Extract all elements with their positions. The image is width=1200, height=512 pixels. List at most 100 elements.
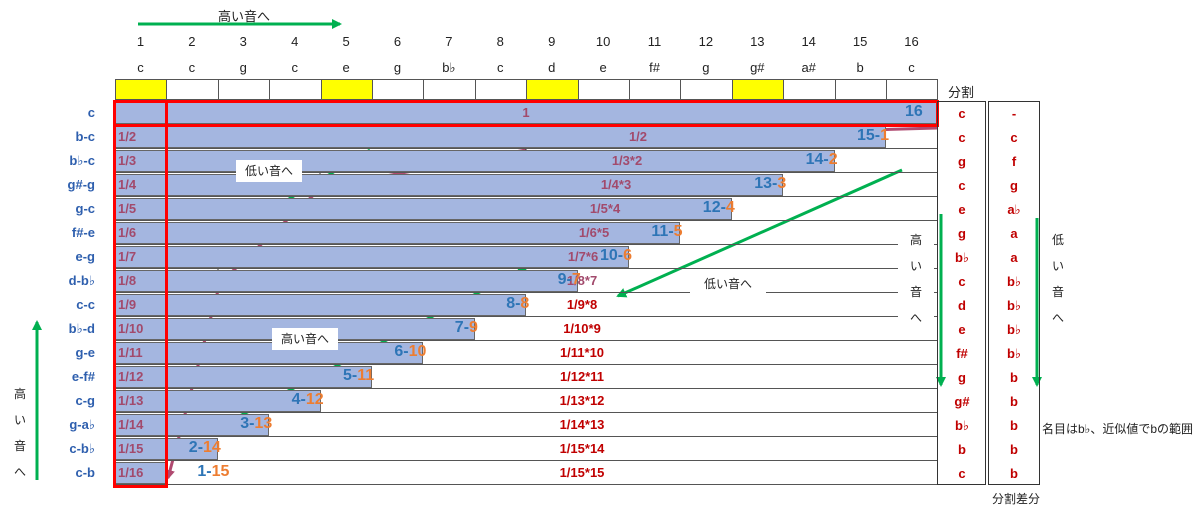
header-note: g# bbox=[750, 60, 765, 75]
callout-high-vertical-char: 高 bbox=[909, 233, 922, 247]
division-note: c bbox=[958, 106, 966, 121]
division-diff-note: a♭ bbox=[1007, 202, 1021, 217]
pair-label: 11-5 bbox=[651, 223, 683, 240]
header-note: e bbox=[599, 60, 607, 75]
ratio-bar bbox=[115, 294, 527, 316]
grid-row bbox=[115, 221, 938, 245]
row-fraction: 1/7 bbox=[118, 249, 137, 264]
header-cell bbox=[423, 79, 476, 100]
division-diff-note: b bbox=[1010, 466, 1018, 481]
header-cell-highlight bbox=[320, 79, 373, 100]
division-diff-note: b bbox=[1010, 394, 1018, 409]
header-cell bbox=[629, 79, 682, 100]
division-diff-note: g bbox=[1010, 178, 1018, 193]
grid-row bbox=[115, 389, 938, 413]
left-high-vertical-char: い bbox=[13, 413, 26, 427]
header-number: 12 bbox=[698, 34, 714, 49]
header-note: c bbox=[908, 60, 915, 75]
header-cell bbox=[577, 79, 630, 100]
callout-high-vertical-char: 音 bbox=[909, 285, 922, 299]
header-number: 3 bbox=[239, 34, 247, 49]
grid-row bbox=[115, 413, 938, 437]
row-label: b♭-c bbox=[69, 153, 95, 168]
division-note: g bbox=[958, 154, 966, 169]
grid-row bbox=[115, 245, 938, 269]
pair-label: 12-4 bbox=[702, 199, 735, 216]
header-number: 15 bbox=[852, 34, 868, 49]
header-note: c bbox=[188, 60, 196, 75]
header-number: 10 bbox=[595, 34, 611, 49]
header-note: d bbox=[548, 60, 556, 75]
row-formula: 1/10*9 bbox=[563, 321, 601, 336]
division-note: g bbox=[958, 370, 966, 385]
row-label: f#-e bbox=[71, 225, 95, 240]
pair-label: 15-1 bbox=[857, 127, 890, 144]
header-cell bbox=[886, 79, 939, 100]
division-diff-note: b bbox=[1010, 442, 1018, 457]
row-fraction: 1/9 bbox=[118, 297, 137, 312]
row-formula: 1/14*13 bbox=[559, 417, 605, 432]
division-diff-note: - bbox=[1011, 106, 1017, 121]
division-note: d bbox=[958, 298, 966, 313]
pair-label: 14-2 bbox=[805, 151, 838, 168]
left-high-vertical-char: 音 bbox=[13, 439, 26, 453]
header-note: a# bbox=[801, 60, 816, 75]
callout-low-vertical-char: い bbox=[1051, 259, 1064, 273]
callout-high-vertical-box bbox=[898, 222, 934, 322]
callout-low-vertical-char: 音 bbox=[1051, 285, 1064, 299]
callout-low-top: 低い音へ bbox=[236, 160, 302, 182]
row-label: d-b♭ bbox=[68, 273, 95, 288]
header-number: 2 bbox=[188, 34, 196, 49]
pair-label: 4-12 bbox=[291, 391, 324, 408]
row-formula: 1/12*11 bbox=[559, 369, 605, 384]
header-number: 8 bbox=[496, 34, 504, 49]
division-diff-note: a bbox=[1010, 250, 1018, 265]
header-number: 7 bbox=[445, 34, 453, 49]
division-note: g# bbox=[954, 394, 970, 409]
grid-row bbox=[115, 173, 938, 197]
header-note: b♭ bbox=[442, 60, 456, 75]
callout-low-vertical-char: 低 bbox=[1051, 233, 1064, 247]
division-diff-note: c bbox=[1010, 130, 1018, 145]
header-number: 4 bbox=[291, 34, 299, 49]
pair-label: 9-7 bbox=[557, 271, 581, 288]
row-formula: 1/13*12 bbox=[559, 393, 605, 408]
header-number: 5 bbox=[342, 34, 350, 49]
header-number: 6 bbox=[393, 34, 402, 49]
pair-label: 2-14 bbox=[188, 439, 221, 456]
division-diff-note: b bbox=[1010, 370, 1018, 385]
division-note: e bbox=[958, 322, 966, 337]
row-label: g-a♭ bbox=[69, 417, 95, 432]
left-high-vertical-char: 高 bbox=[13, 387, 26, 401]
division-note: g bbox=[958, 226, 966, 241]
header-cell-highlight bbox=[731, 79, 785, 100]
pair-label: 8-8 bbox=[506, 295, 530, 312]
row-formula: 1/9*8 bbox=[566, 297, 598, 312]
pair-label: 7-9 bbox=[454, 319, 478, 336]
ratio-bar bbox=[115, 174, 784, 196]
header-cell-highlight bbox=[526, 79, 579, 100]
header-number: 9 bbox=[548, 34, 556, 49]
row-formula: 1/15*15 bbox=[559, 465, 605, 480]
division-note: c bbox=[958, 178, 966, 193]
row-label: e-g bbox=[75, 249, 96, 264]
low-arrow-mid bbox=[616, 168, 903, 298]
row-fraction: 1/8 bbox=[118, 273, 137, 288]
row-formula: 1/6*5 bbox=[578, 225, 610, 240]
row-label: e-f# bbox=[71, 369, 95, 384]
header-cell-highlight bbox=[115, 79, 168, 100]
row-label: g-c bbox=[75, 201, 96, 216]
header-note: e bbox=[342, 60, 350, 75]
grid-row bbox=[115, 149, 938, 173]
division-diff-column bbox=[988, 101, 1040, 485]
pair-label: 13-3 bbox=[754, 175, 787, 192]
header-note: g bbox=[393, 60, 402, 75]
grid-row bbox=[115, 125, 938, 149]
row-label: g-e bbox=[75, 345, 96, 360]
row-label: b-c bbox=[75, 129, 96, 144]
row-fraction: 1/15 bbox=[118, 441, 144, 456]
ratio-bar bbox=[115, 126, 886, 148]
grid-row bbox=[115, 293, 938, 317]
division-note: c bbox=[958, 274, 966, 289]
division-note: c bbox=[958, 466, 966, 481]
